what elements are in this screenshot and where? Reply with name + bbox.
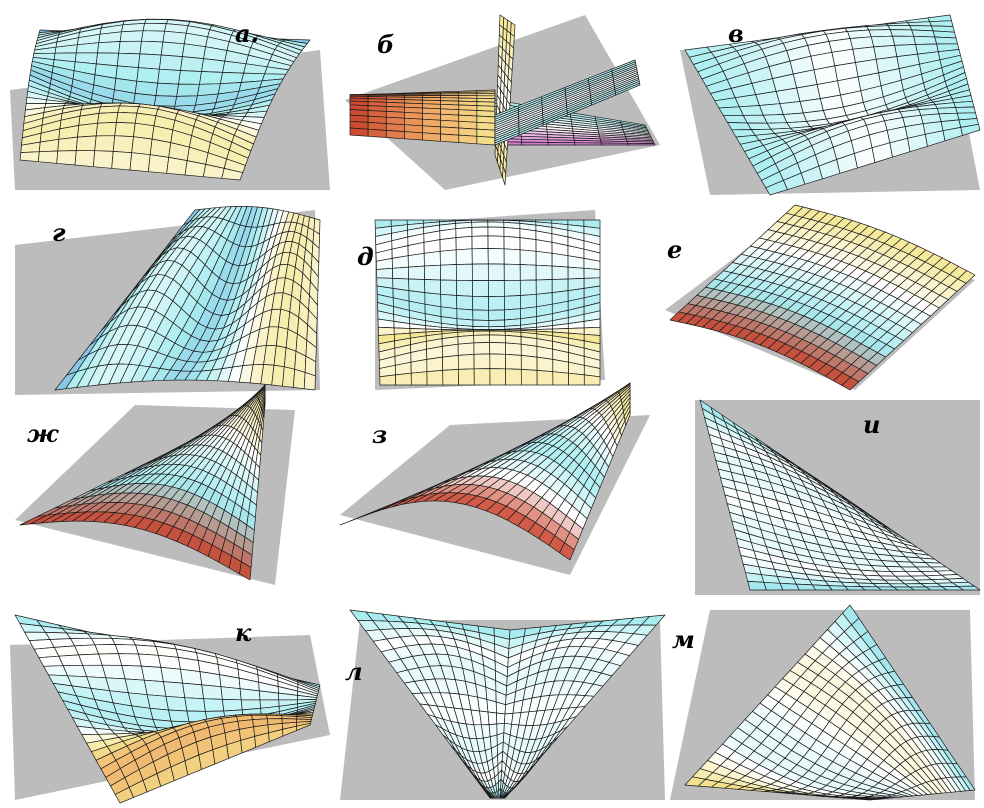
surface-plot-d: д (345, 205, 610, 390)
surface-plot-zh: ж (15, 384, 300, 590)
surface-plot-l: л (340, 600, 670, 803)
surface-sheet (339, 382, 631, 561)
surface-sheet (699, 399, 981, 591)
surface-sheet (14, 614, 321, 804)
surface-sheet (54, 206, 321, 391)
panel-label-k: к (235, 618, 252, 647)
surface-sheet (19, 384, 266, 581)
panel-label-c: в (728, 19, 744, 48)
surface-sheet (684, 604, 976, 801)
panel-label-b: б (377, 30, 395, 59)
surface-sheet (669, 204, 976, 391)
panel-label-g: г (52, 218, 66, 247)
surface-plot-g: г (15, 205, 330, 395)
surface-plot-i: и (695, 395, 981, 595)
panel-label-d: д (357, 242, 374, 271)
panel-label-m: м (672, 625, 695, 654)
surface-plot-m: м (670, 600, 980, 803)
surface-sheet (499, 614, 666, 799)
surface-plot-c: в (680, 10, 981, 196)
surface-plot-a: а. (10, 10, 330, 190)
panel-label-l: л (345, 657, 363, 686)
panel-label-i: и (863, 410, 881, 439)
surface-sheet (374, 219, 601, 386)
surface-sheet (19, 18, 311, 181)
panel-label-zh: ж (27, 419, 59, 448)
surface-sheet (349, 89, 496, 146)
panel-label-z: з (372, 420, 388, 449)
surface-plot-e: е (655, 200, 980, 395)
panel-label-e: е (667, 235, 683, 264)
surface-sheet (494, 59, 641, 146)
surface-plot-k: к (10, 605, 335, 804)
surface-sheet (349, 609, 511, 799)
surface-sheet (684, 14, 981, 196)
surface-plot-b: б (345, 5, 660, 190)
surface-plot-z: з (330, 382, 655, 585)
panel-label-a: а. (235, 19, 259, 48)
